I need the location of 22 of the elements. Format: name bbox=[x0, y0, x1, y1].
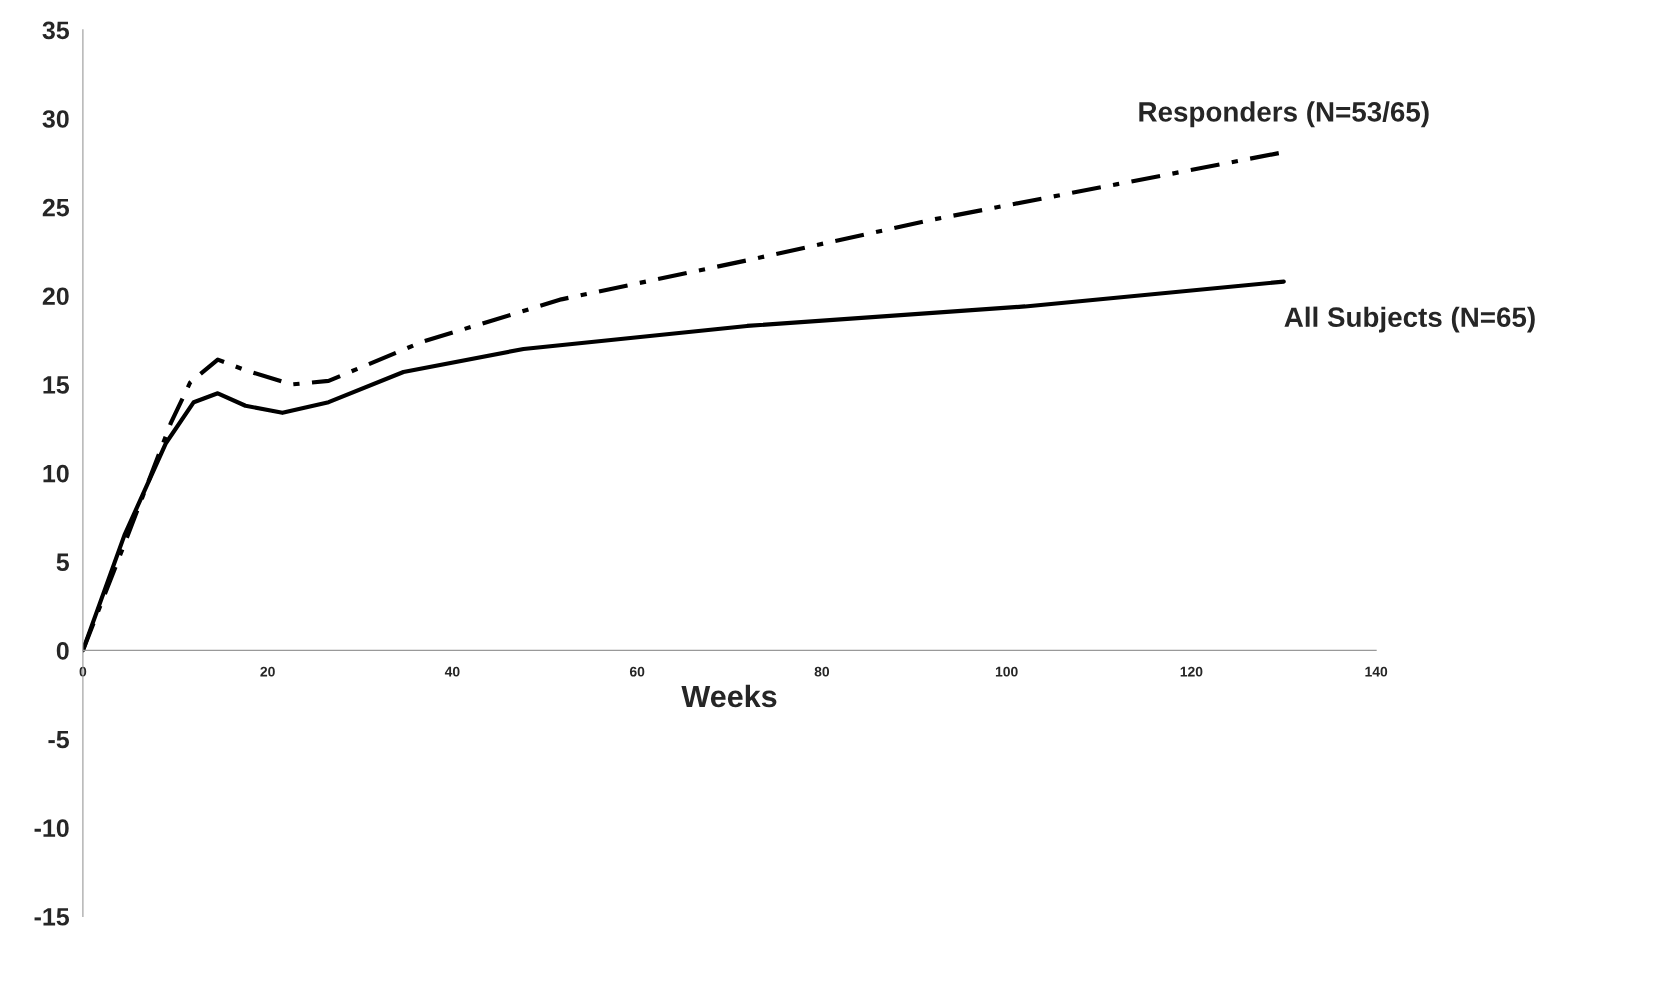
x-axis-title: Weeks bbox=[681, 684, 777, 708]
y-tick-label: 5 bbox=[56, 553, 70, 572]
series-label: All Subjects (N=65) bbox=[1284, 306, 1535, 333]
x-tick-label: 80 bbox=[814, 666, 830, 677]
series-label: Responders (N=53/65) bbox=[1139, 101, 1429, 128]
y-tick-label: -10 bbox=[34, 819, 69, 837]
y-tick-label: 10 bbox=[43, 464, 69, 483]
y-tick-label: 30 bbox=[42, 110, 69, 128]
x-tick-label: 60 bbox=[629, 666, 645, 677]
x-tick-label: 100 bbox=[995, 666, 1018, 677]
y-tick-label: 25 bbox=[42, 198, 70, 217]
x-tick-label: 140 bbox=[1365, 666, 1388, 677]
y-tick-label: -15 bbox=[34, 908, 70, 926]
y-tick-label: 15 bbox=[43, 376, 70, 394]
y-tick-label: 20 bbox=[42, 287, 69, 306]
x-tick-label: 40 bbox=[444, 666, 460, 677]
y-tick-label: -5 bbox=[48, 730, 70, 749]
x-tick-label: 20 bbox=[260, 666, 275, 677]
y-tick-label: 0 bbox=[56, 641, 69, 660]
x-tick-label: 0 bbox=[79, 666, 87, 677]
y-tick-label: 35 bbox=[42, 21, 70, 40]
x-tick-label: 120 bbox=[1180, 666, 1203, 677]
